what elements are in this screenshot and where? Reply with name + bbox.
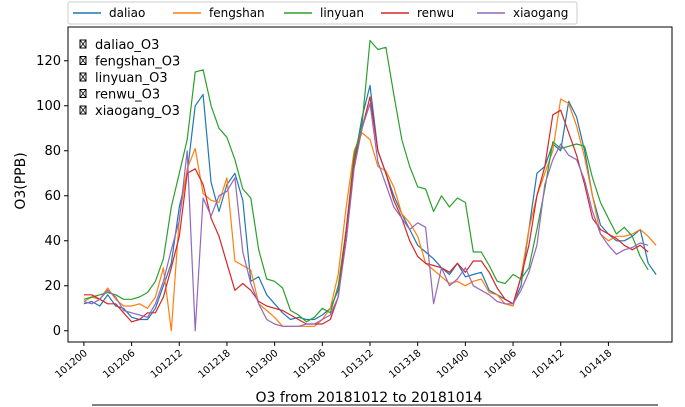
inner-legend-label-fengshan_O3: fengshan_O3 bbox=[95, 55, 180, 70]
x-tick-label: 101218 bbox=[197, 348, 233, 381]
legend-label-daliao: daliao bbox=[109, 6, 145, 20]
x-tick-label: 101200 bbox=[53, 348, 89, 381]
legend-label-fengshan: fengshan bbox=[209, 6, 265, 20]
legend-label-renwu: renwu bbox=[417, 6, 454, 20]
inner-legend-label-daliao_O3: daliao_O3 bbox=[95, 38, 159, 53]
top-legend-box bbox=[67, 1, 578, 25]
inner-legend-label-xiaogang_O3: xiaogang_O3 bbox=[95, 104, 180, 119]
series-lines bbox=[83, 39, 657, 332]
series-line-renwu bbox=[83, 96, 649, 325]
x-tick-label: 101418 bbox=[578, 348, 614, 381]
legend-label-linyuan: linyuan bbox=[320, 6, 364, 20]
x-tick-label: 101206 bbox=[101, 348, 137, 381]
y-tick-label: 120 bbox=[36, 54, 61, 69]
y-tick-label: 20 bbox=[44, 279, 61, 294]
inner-legend-marker-cross bbox=[79, 105, 87, 115]
x-tick-label: 101406 bbox=[483, 348, 519, 381]
y-tick-label: 0 bbox=[53, 324, 61, 339]
y-tick-label: 40 bbox=[44, 234, 61, 249]
inner-legend-marker-cross bbox=[79, 39, 87, 49]
inner-legend-marker-cross bbox=[79, 72, 87, 82]
inner-legend-label-linyuan_O3: linyuan_O3 bbox=[95, 71, 168, 86]
series-line-daliao bbox=[83, 84, 657, 321]
inner-legend-marker-cross bbox=[79, 56, 87, 65]
y-axis-title: O3(PPB) bbox=[13, 152, 29, 209]
series-line-xiaogang bbox=[83, 102, 649, 332]
legend-label-xiaogang: xiaogang bbox=[513, 6, 568, 20]
x-tick-label: 101318 bbox=[387, 348, 423, 381]
x-ticks: 101200 101206 101212 101218 101300 101306 1013… bbox=[53, 342, 614, 381]
series-line-linyuan bbox=[83, 39, 649, 323]
x-tick-label: 101400 bbox=[435, 348, 471, 381]
inner-legend-marker-cross bbox=[79, 89, 87, 98]
x-tick-label: 101212 bbox=[149, 348, 185, 381]
x-axis-title: O3 from 20181012 to 20181014 bbox=[256, 390, 483, 406]
y-tick-label: 100 bbox=[36, 99, 61, 114]
x-tick-label: 101300 bbox=[244, 348, 280, 381]
top-legend: daliao fengshan linyuan renwu xiaogang bbox=[67, 1, 578, 25]
inner-legend-label-renwu_O3: renwu_O3 bbox=[95, 88, 160, 103]
x-tick-label: 101306 bbox=[292, 348, 328, 381]
x-tick-label: 101312 bbox=[340, 348, 376, 381]
x-tick-label: 101412 bbox=[530, 348, 566, 381]
y-tick-label: 80 bbox=[44, 144, 61, 159]
y-ticks: 0 20 40 60 80 100 120 bbox=[36, 54, 68, 339]
y-tick-label: 60 bbox=[44, 189, 61, 204]
